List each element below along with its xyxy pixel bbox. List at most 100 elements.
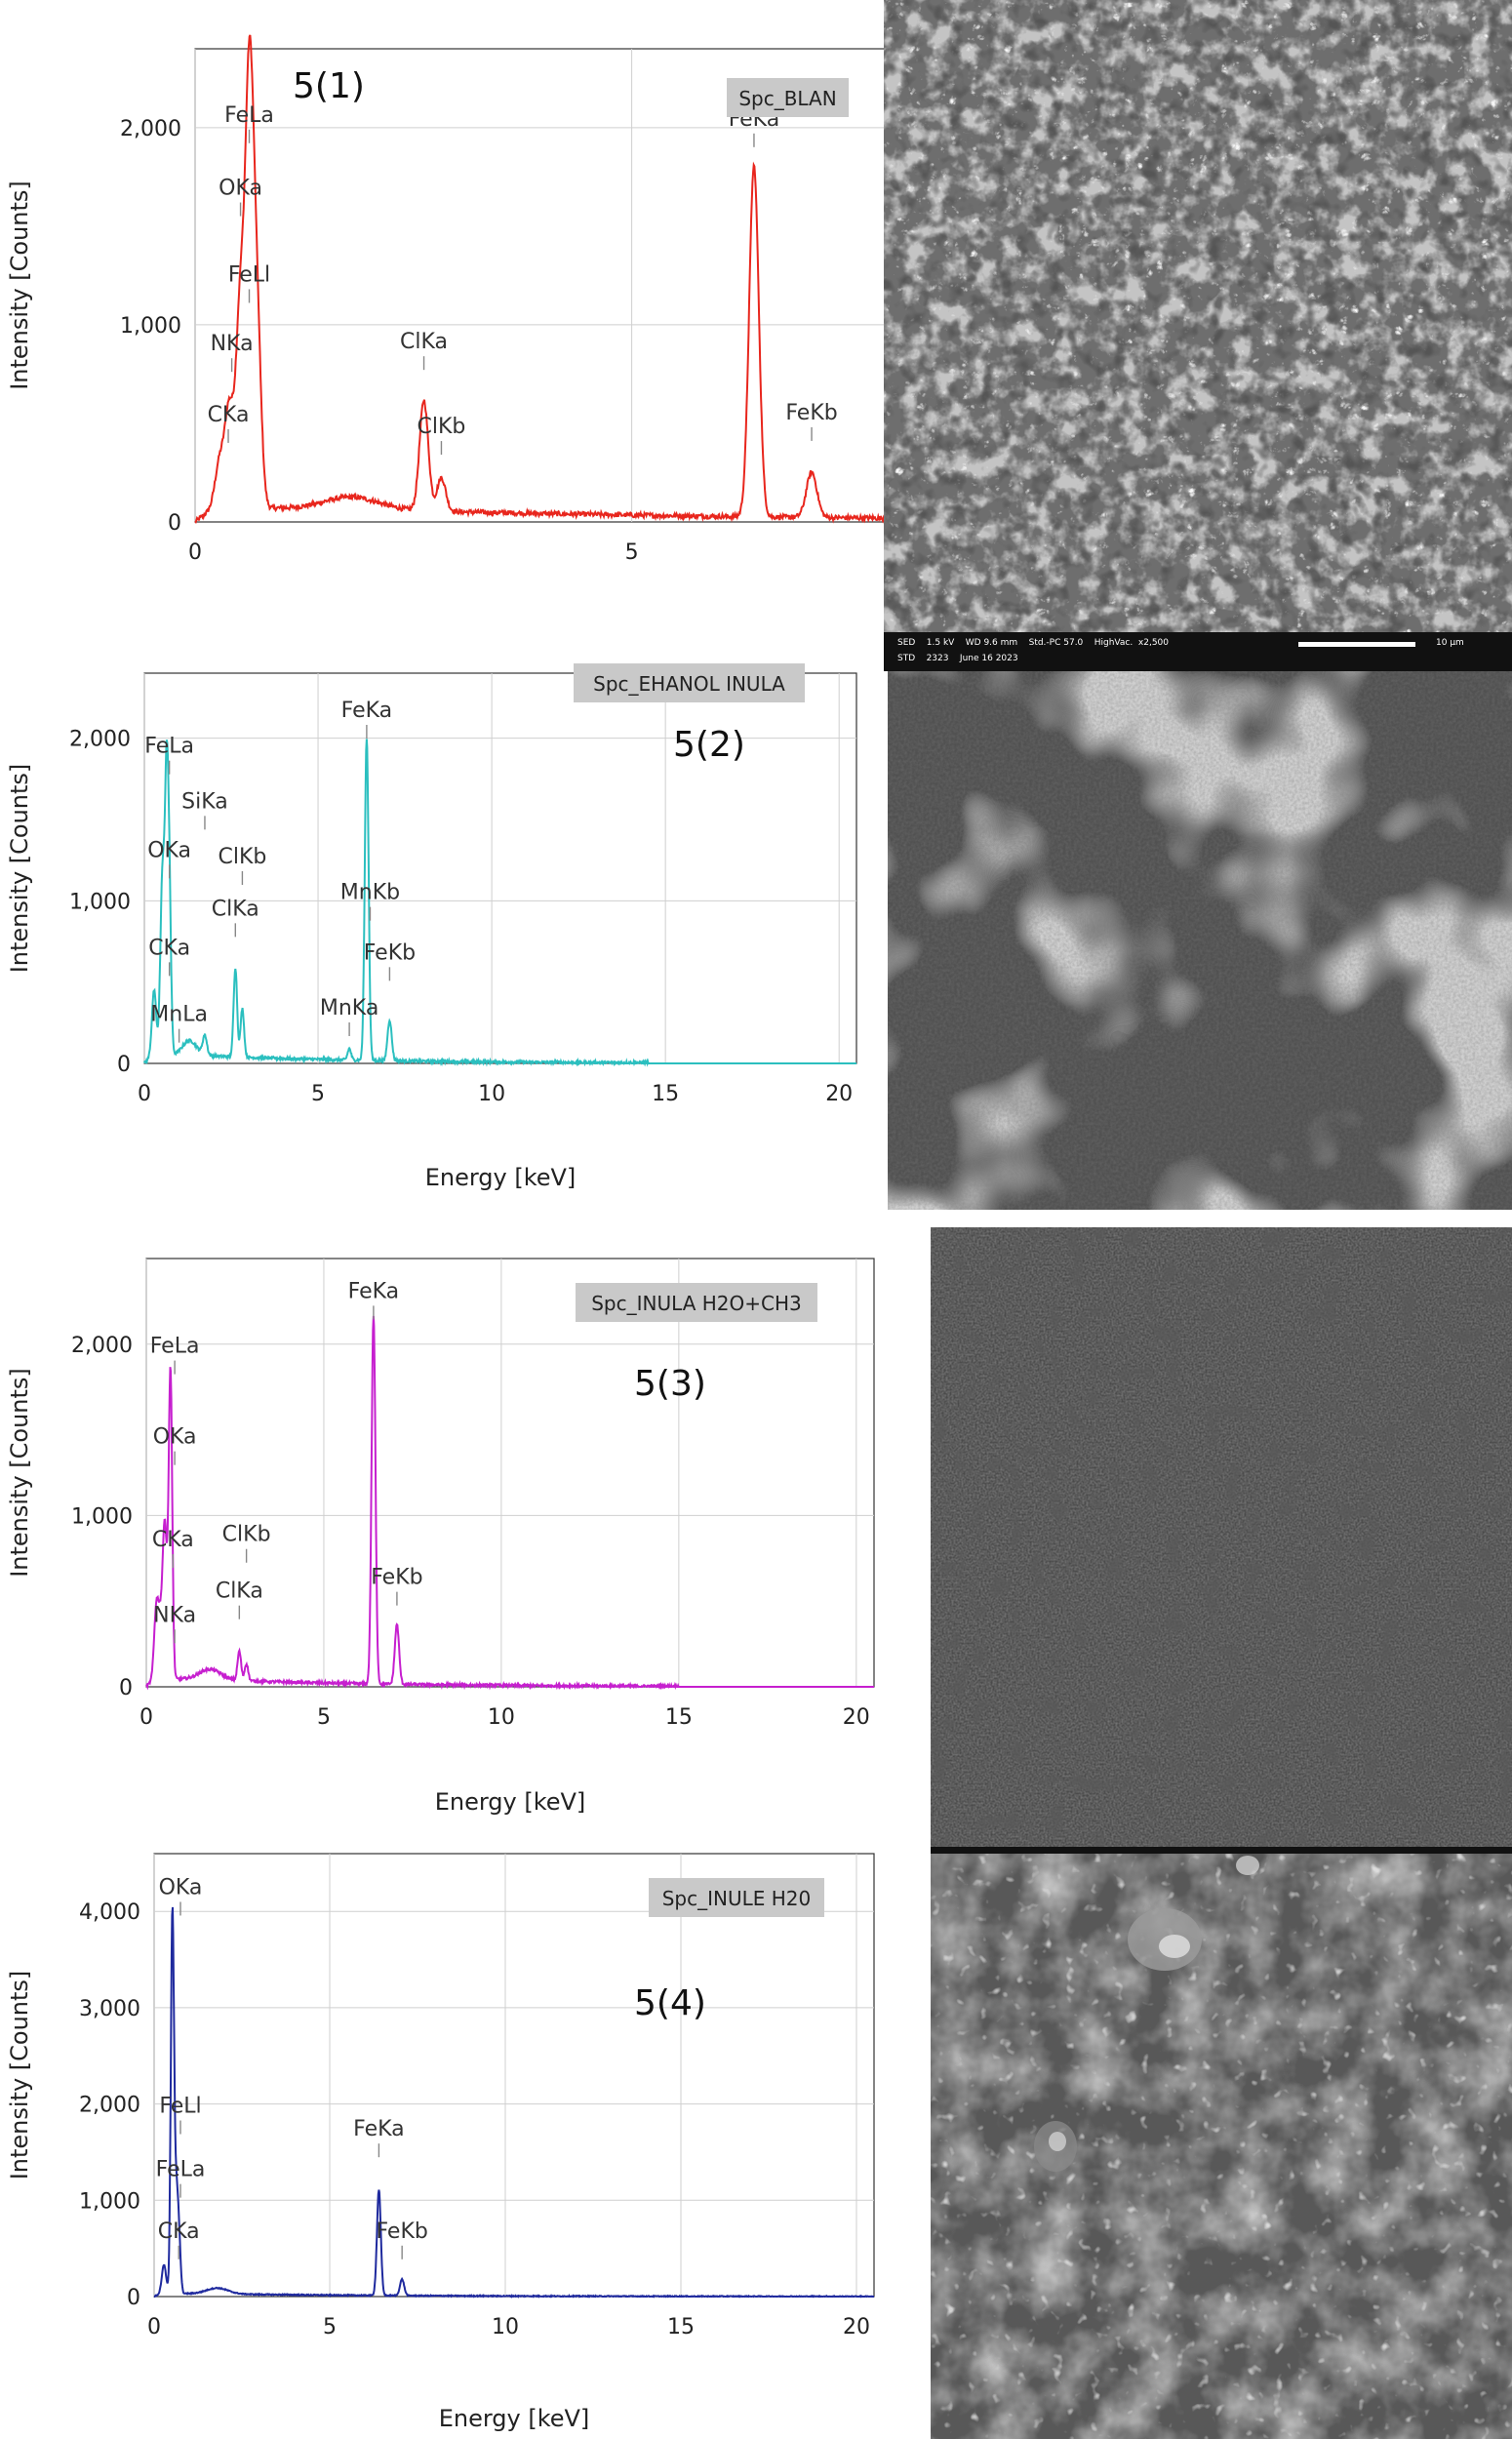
peak-label: FeLa — [150, 1335, 200, 1359]
peak-label: FeKb — [376, 2219, 427, 2244]
y-tick-label: 4,000 — [79, 1900, 140, 1925]
x-tick-label: 10 — [488, 1705, 515, 1730]
y-tick-label: 1,000 — [69, 890, 131, 914]
y-axis-label: Intensity [Counts] — [6, 1971, 33, 2180]
x-tick-label: 0 — [188, 540, 202, 565]
x-tick-label: 15 — [652, 1082, 679, 1106]
plot-frame — [194, 48, 887, 523]
sem-scale-bar — [1298, 642, 1415, 647]
x-axis-label: Energy [keV] — [439, 2405, 590, 2432]
peak-label: FeLa — [224, 103, 274, 128]
eds-spectrum-blan: 0 5 0 1,000 2,000 Intensity [Counts] FeLa OKa Fe… — [6, 34, 887, 565]
peak-label: CKa — [158, 2219, 200, 2244]
sem-micrograph-2 — [888, 671, 1512, 1210]
x-tick-label: 15 — [667, 2315, 695, 2339]
plot-frame — [145, 1258, 875, 1688]
sem-info-row1: SED 1.5 kV WD 9.6 mm Std.-PC 57.0 HighVa… — [897, 638, 1169, 648]
peak-label: ClKa — [212, 897, 259, 921]
spectrum-line — [194, 34, 887, 524]
legend-box — [649, 1878, 824, 1917]
eds-spectrum-ethanol-inula: 0 5 10 15 20 0 1,000 2,000 Intensity [Counts] Ene… — [6, 663, 857, 1191]
peak-label: OKa — [147, 838, 191, 862]
y-tick-label: 2,000 — [71, 1334, 133, 1358]
peak-label: MnKa — [320, 996, 378, 1020]
peak-label: OKa — [219, 177, 262, 201]
sem-texture-2 — [888, 671, 1512, 1210]
peak-label: CKa — [208, 403, 250, 427]
y-tick-label: 1,000 — [79, 2189, 140, 2214]
peak-label: FeKa — [348, 1279, 400, 1303]
y-tick-label: 1,000 — [71, 1504, 133, 1529]
sem-texture-4 — [931, 1854, 1512, 2439]
legend-label: Spc_BLAN — [738, 87, 836, 110]
x-tick-label: 5 — [625, 540, 639, 565]
peak-label: ClKb — [218, 845, 266, 869]
y-axis-label: Intensity [Counts] — [6, 180, 33, 390]
x-tick-label: 5 — [311, 1082, 325, 1106]
legend-box — [727, 78, 849, 117]
x-axis-label: Energy [keV] — [425, 1164, 577, 1191]
spectrum-line — [145, 1315, 874, 1691]
peak-label: ClKb — [418, 415, 466, 439]
sem-texture-1 — [884, 0, 1512, 634]
x-tick-label: 5 — [323, 2315, 337, 2339]
sem-micrograph-3 — [931, 1227, 1512, 1854]
sem-info-panel: SED 1.5 kV WD 9.6 mm Std.-PC 57.0 HighVa… — [884, 634, 1512, 671]
plot-frame — [153, 1853, 875, 2298]
peak-label: OKa — [153, 1425, 197, 1450]
y-tick-label: 0 — [117, 1053, 131, 1077]
sem-info-row2: STD 2323 June 16 2023 — [897, 654, 1018, 663]
peak-label: ClKa — [216, 1579, 263, 1604]
sem-micrograph-1 — [884, 0, 1512, 634]
peak-label: ClKb — [222, 1523, 271, 1547]
particle — [1159, 1935, 1190, 1958]
x-axis-label: Energy [keV] — [435, 1788, 586, 1816]
peak-label: FeKb — [364, 940, 416, 965]
y-tick-label: 3,000 — [79, 1997, 140, 2021]
peak-label: SiKa — [181, 789, 228, 814]
peak-label: FeKa — [341, 699, 393, 723]
peak-label: FeKb — [371, 1566, 422, 1590]
x-tick-label: 15 — [665, 1705, 693, 1730]
sem-scale-label: 10 μm — [1436, 638, 1464, 648]
peak-label: OKa — [159, 1875, 203, 1899]
y-tick-label: 0 — [168, 511, 181, 536]
peak-label: NKa — [153, 1603, 196, 1627]
peak-label: MnLa — [150, 1003, 208, 1027]
peak-label: ClKa — [400, 330, 448, 354]
peak-label: FeLa — [156, 2158, 206, 2182]
x-tick-label: 0 — [139, 1705, 153, 1730]
peak-label: FeKa — [353, 2117, 405, 2141]
panel-label: 5(1) — [293, 66, 365, 106]
peak-label: FeLa — [144, 735, 194, 759]
legend-label: Spc_INULE H20 — [662, 1887, 812, 1910]
peak-label: CKa — [148, 936, 190, 960]
peak-label: CKa — [152, 1528, 194, 1552]
eds-spectrum-inula-h2o-ch3: 0 5 10 15 20 0 1,000 2,000 Intensity [Counts] Ene… — [6, 1258, 875, 1816]
legend-box — [576, 1283, 817, 1322]
spectrum-line — [143, 739, 856, 1067]
y-tick-label: 2,000 — [69, 728, 131, 752]
y-axis-label: Intensity [Counts] — [6, 764, 33, 974]
peak-label: FeKb — [785, 401, 837, 425]
particle — [1236, 1856, 1259, 1875]
panel-label: 5(4) — [634, 1983, 706, 2023]
sem-info-strip — [931, 1847, 1512, 1854]
spectrum-line — [153, 1906, 874, 2299]
peak-label: FeLl — [228, 262, 270, 287]
x-tick-label: 0 — [138, 1082, 151, 1106]
panel-label: 5(3) — [634, 1364, 706, 1404]
x-tick-label: 10 — [478, 1082, 505, 1106]
peak-label: MnKb — [340, 881, 400, 905]
y-axis-label: Intensity [Counts] — [6, 1368, 33, 1578]
sem-micrograph-4 — [931, 1854, 1512, 2439]
particle — [1049, 2132, 1066, 2151]
x-tick-label: 20 — [843, 2315, 870, 2339]
y-tick-label: 0 — [119, 1676, 133, 1700]
y-tick-label: 0 — [127, 2286, 140, 2310]
legend-box — [574, 663, 805, 702]
panel-label: 5(2) — [673, 725, 745, 765]
x-tick-label: 0 — [147, 2315, 161, 2339]
x-tick-label: 20 — [825, 1082, 853, 1106]
eds-spectrum-inule-h20: 0 5 10 15 20 0 1,000 2,000 3,000 4,000 Intensity [… — [6, 1853, 875, 2432]
